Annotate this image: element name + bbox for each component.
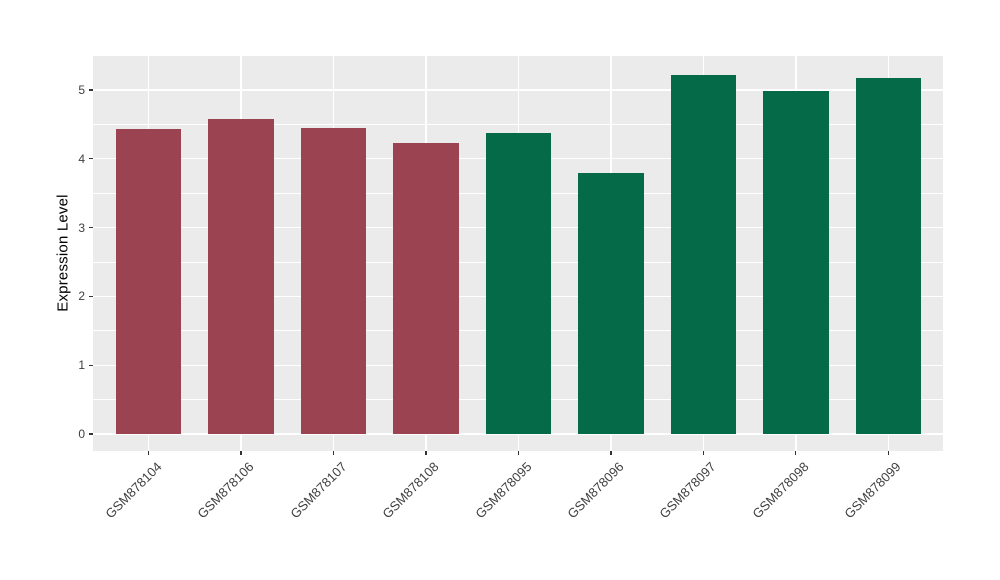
x-tick-label: GSM878095 bbox=[471, 459, 535, 522]
bar bbox=[208, 118, 274, 434]
bar bbox=[578, 172, 644, 434]
y-tick-label: 5 bbox=[78, 83, 85, 97]
y-tick-label: 1 bbox=[78, 358, 85, 373]
y-tick-mark bbox=[89, 89, 93, 91]
x-tick-mark bbox=[517, 451, 520, 455]
y-tick-mark bbox=[89, 227, 93, 229]
x-tick-mark bbox=[795, 451, 797, 455]
bar bbox=[670, 74, 737, 434]
bar bbox=[485, 133, 552, 434]
x-tick-label: GSM878099 bbox=[841, 459, 905, 522]
x-tick-mark bbox=[240, 451, 242, 455]
x-tick-label: GSM878106 bbox=[194, 459, 257, 522]
y-tick-label: 3 bbox=[78, 220, 85, 235]
x-tick-mark bbox=[610, 451, 612, 455]
y-tick-label: 2 bbox=[78, 289, 85, 304]
bar bbox=[855, 77, 922, 434]
x-tick-label: GSM878104 bbox=[101, 459, 165, 522]
y-tick-mark bbox=[89, 158, 93, 160]
x-tick-label: GSM878097 bbox=[656, 459, 720, 522]
y-tick-mark bbox=[89, 433, 93, 435]
plot-panel bbox=[93, 56, 943, 451]
y-tick-label: 0 bbox=[78, 427, 85, 441]
y-tick-mark bbox=[89, 364, 93, 366]
bar bbox=[115, 129, 182, 434]
x-tick-label: GSM878107 bbox=[286, 459, 350, 522]
x-tick-label: GSM878096 bbox=[564, 459, 627, 522]
x-tick-mark bbox=[147, 451, 150, 455]
y-tick-label: 4 bbox=[78, 151, 85, 166]
y-tick-mark bbox=[89, 295, 93, 297]
bar bbox=[300, 127, 367, 434]
x-tick-label: GSM878108 bbox=[379, 459, 442, 522]
x-tick-mark bbox=[332, 451, 335, 455]
x-tick-mark bbox=[887, 451, 889, 455]
x-tick-mark bbox=[425, 451, 427, 455]
x-tick-mark bbox=[702, 451, 704, 455]
x-tick-label: GSM878098 bbox=[749, 459, 812, 522]
bar bbox=[763, 91, 829, 434]
bar bbox=[393, 143, 459, 434]
